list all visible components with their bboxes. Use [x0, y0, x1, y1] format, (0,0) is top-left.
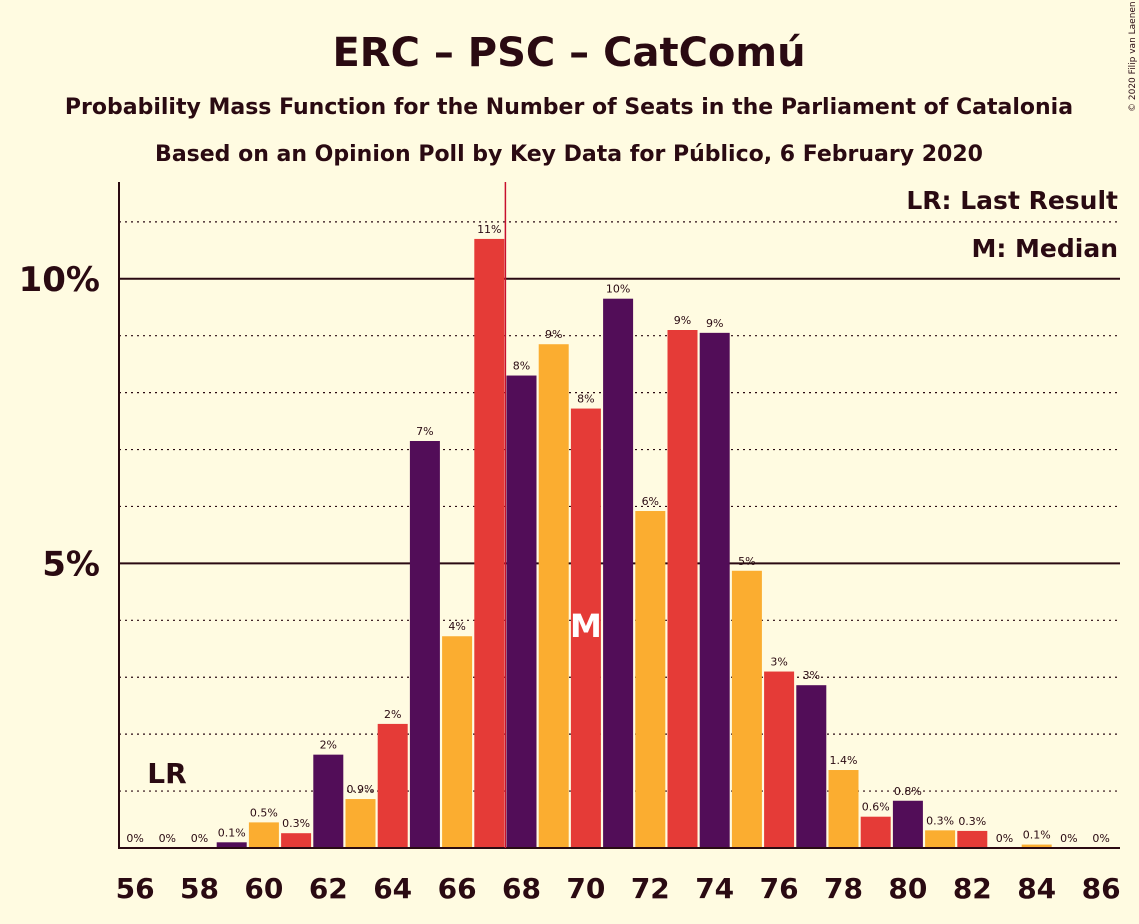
data-label-seat-72: 6% — [642, 495, 659, 508]
data-label-seat-78: 1.4% — [830, 754, 858, 767]
chart-subtitle-2: Based on an Opinion Poll by Key Data for… — [155, 142, 983, 167]
data-label-seat-58: 0% — [191, 832, 208, 845]
x-tick-label: 80 — [888, 872, 927, 905]
grid-lines — [119, 221, 1120, 792]
bar-seat-69 — [538, 344, 569, 848]
y-axis-ticks: 5% 10% — [19, 260, 100, 585]
legend-median: M: Median — [971, 234, 1118, 263]
data-label-seat-83: 0% — [996, 832, 1013, 845]
median-marker: M — [570, 607, 602, 645]
bar-seat-70 — [570, 408, 601, 848]
x-tick-label: 66 — [438, 872, 477, 905]
data-label-seat-85: 0% — [1060, 832, 1077, 845]
bar-seat-66 — [442, 636, 473, 848]
x-tick-label: 76 — [760, 872, 799, 905]
bar-seat-80 — [892, 800, 923, 848]
bar-seat-77 — [796, 685, 827, 848]
data-label-seat-69: 9% — [545, 328, 562, 341]
bar-seat-68 — [506, 375, 537, 848]
data-label-seat-73: 9% — [674, 314, 691, 327]
bar-seat-81 — [925, 830, 956, 848]
data-label-seat-57: 0% — [159, 832, 176, 845]
data-label-seat-60: 0.5% — [250, 806, 278, 819]
legend-last-result: LR: Last Result — [906, 186, 1118, 215]
bar-seat-82 — [957, 830, 988, 848]
data-label-seat-79: 0.6% — [862, 801, 890, 814]
x-tick-label: 58 — [180, 872, 219, 905]
data-label-seat-61: 0.3% — [282, 817, 310, 830]
bar-seat-71 — [603, 298, 634, 848]
bar-seat-84 — [1021, 844, 1052, 848]
x-tick-label: 60 — [244, 872, 283, 905]
bar-seat-79 — [860, 816, 891, 848]
x-tick-label: 86 — [1082, 872, 1121, 905]
data-label-seat-84: 0.1% — [1023, 829, 1051, 842]
data-label-seat-65: 7% — [416, 425, 433, 438]
bar-seat-60 — [248, 822, 279, 848]
x-tick-label: 64 — [373, 872, 412, 905]
bar-seat-63 — [345, 799, 376, 848]
x-tick-label: 70 — [566, 872, 605, 905]
bar-seat-62 — [313, 754, 344, 848]
bar-seat-74 — [699, 332, 730, 848]
bar-seat-75 — [731, 570, 762, 848]
data-label-seat-59: 0.1% — [218, 826, 246, 839]
data-label-seat-64: 2% — [384, 708, 401, 721]
chart-subtitle-1: Probability Mass Function for the Number… — [65, 95, 1073, 120]
data-label-seat-67: 11% — [477, 223, 501, 236]
data-label-seat-62: 2% — [320, 739, 337, 752]
data-label-seat-80: 0.8% — [894, 785, 922, 798]
last-result-label: LR — [147, 757, 186, 790]
bar-seat-61 — [281, 833, 312, 848]
data-label-seat-75: 5% — [738, 555, 755, 568]
bar-seat-72 — [635, 511, 666, 848]
data-label-seat-63: 0.9% — [347, 783, 375, 796]
data-label-seat-77: 3% — [803, 669, 820, 682]
data-label-seat-82: 0.3% — [958, 815, 986, 828]
data-label-seat-66: 4% — [448, 620, 465, 633]
bar-seat-76 — [764, 671, 795, 848]
y-tick-label: 5% — [42, 544, 100, 584]
x-tick-label: 78 — [824, 872, 863, 905]
bar-seat-78 — [828, 770, 859, 848]
data-labels-group: 0% 0% 0% 0.1% 0.5% 0.3% 2% 0.9% 2% 7% 4% 11% 8% 9% 8% 1… — [126, 223, 1109, 845]
x-tick-label: 62 — [309, 872, 348, 905]
data-label-seat-81: 0.3% — [926, 814, 954, 827]
bars-group — [216, 238, 1052, 848]
data-label-seat-68: 8% — [513, 360, 530, 373]
x-axis-ticks: 56 58 60 62 64 66 68 70 72 74 76 78 80 82 84 86 — [116, 872, 1121, 905]
data-label-seat-76: 3% — [770, 656, 787, 669]
bar-seat-64 — [377, 723, 408, 848]
data-label-seat-70: 8% — [577, 393, 594, 406]
copyright-note: © 2020 Filip van Laenen — [1128, 1, 1138, 112]
x-tick-label: 84 — [1017, 872, 1056, 905]
bar-seat-73 — [667, 330, 698, 848]
y-tick-label: 10% — [19, 260, 100, 300]
data-label-seat-86: 0% — [1092, 832, 1109, 845]
x-tick-label: 74 — [695, 872, 734, 905]
x-tick-label: 68 — [502, 872, 541, 905]
data-label-seat-74: 9% — [706, 317, 723, 330]
data-label-seat-56: 0% — [126, 832, 143, 845]
bar-seat-65 — [409, 441, 440, 848]
bar-seat-67 — [474, 238, 505, 848]
bar-seat-59 — [216, 842, 247, 848]
x-tick-label: 82 — [953, 872, 992, 905]
data-label-seat-71: 10% — [606, 283, 630, 296]
x-tick-label: 72 — [631, 872, 670, 905]
x-tick-label: 56 — [116, 872, 155, 905]
chart-title: ERC – PSC – CatComú — [332, 30, 805, 76]
